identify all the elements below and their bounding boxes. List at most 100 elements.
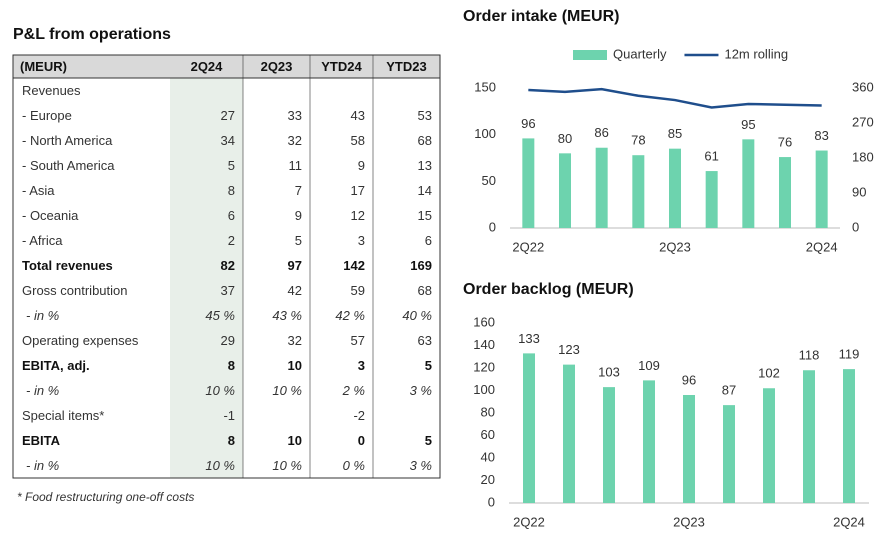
cell: 5 — [295, 233, 302, 248]
y-tick-label: 100 — [473, 382, 495, 397]
cell: 5 — [228, 158, 235, 173]
data-label: 61 — [704, 149, 718, 164]
legend-label: Quarterly — [613, 46, 667, 61]
y-tick-label: 100 — [474, 126, 496, 141]
data-label: 76 — [778, 135, 792, 150]
cell: 169 — [410, 258, 432, 273]
cell: 8 — [228, 183, 235, 198]
cell: -1 — [223, 408, 235, 423]
line — [528, 87, 822, 109]
bar — [563, 364, 575, 503]
cell: 14 — [418, 183, 432, 198]
cell: 68 — [418, 133, 432, 148]
row-label: Operating expenses — [22, 333, 139, 348]
row-label: - in % — [26, 383, 59, 398]
header-cell: 2Q24 — [191, 59, 224, 74]
cell: 97 — [288, 258, 302, 273]
cell: 6 — [425, 233, 432, 248]
cell: 15 — [418, 208, 432, 223]
y-tick-label: 150 — [474, 79, 496, 94]
cell: 45 % — [205, 308, 235, 323]
cell: 33 — [288, 108, 302, 123]
cell: 40 % — [402, 308, 432, 323]
cell: 5 — [425, 358, 432, 373]
x-tick-label: 2Q24 — [806, 239, 838, 254]
cell: 59 — [351, 283, 365, 298]
row-label: - Europe — [22, 108, 72, 123]
y-tick-label: 80 — [481, 404, 495, 419]
y2-tick-label: 270 — [852, 114, 874, 129]
row-label: - in % — [26, 308, 59, 323]
legend-label: 12m rolling — [724, 46, 788, 61]
cell: 10 % — [272, 458, 302, 473]
cell: 63 — [418, 333, 432, 348]
data-label: 95 — [741, 117, 755, 132]
cell: 42 — [288, 283, 302, 298]
highlight-column — [170, 78, 243, 478]
data-label: 103 — [598, 365, 620, 380]
cell: 13 — [418, 158, 432, 173]
data-label: 109 — [638, 358, 660, 373]
y-tick-label: 40 — [481, 449, 495, 464]
cell: 3 — [358, 233, 365, 248]
bar — [803, 370, 815, 503]
y-tick-label: 0 — [488, 494, 495, 509]
cell: 37 — [221, 283, 235, 298]
legend-swatch — [573, 50, 607, 60]
cell: -2 — [353, 408, 365, 423]
cell: 10 — [288, 433, 302, 448]
cell: 34 — [221, 133, 235, 148]
y-tick-label: 20 — [481, 472, 495, 487]
cell: 58 — [351, 133, 365, 148]
row-label: - Oceania — [22, 208, 79, 223]
y2-tick-label: 0 — [852, 219, 859, 234]
y2-tick-label: 90 — [852, 184, 866, 199]
cell: 29 — [221, 333, 235, 348]
data-label: 133 — [518, 331, 540, 346]
cell: 32 — [288, 133, 302, 148]
y-tick-label: 50 — [482, 173, 496, 188]
bar — [603, 387, 615, 503]
bar — [523, 353, 535, 503]
row-label: - in % — [26, 458, 59, 473]
cell: 43 — [351, 108, 365, 123]
data-label: 102 — [758, 366, 780, 381]
cell: 3 % — [410, 383, 432, 398]
cell: 9 — [358, 158, 365, 173]
table-title: P&L from operations — [13, 26, 171, 43]
header-cell: (MEUR) — [20, 59, 67, 74]
header-cell: 2Q23 — [261, 59, 293, 74]
y-tick-label: 0 — [489, 219, 496, 234]
cell: 57 — [351, 333, 365, 348]
data-label: 80 — [558, 131, 572, 146]
row-label: - North America — [22, 133, 113, 148]
data-label: 78 — [631, 133, 645, 148]
cell: 2 % — [342, 383, 365, 398]
data-label: 118 — [799, 348, 820, 363]
cell: 43 % — [272, 308, 302, 323]
cell: 27 — [221, 108, 235, 123]
bar — [815, 150, 828, 228]
cell: 11 — [289, 158, 303, 173]
cell: 10 — [288, 358, 302, 373]
table-border — [12, 54, 441, 479]
cell: 82 — [221, 258, 235, 273]
data-label: 87 — [722, 383, 736, 398]
x-tick-label: 2Q22 — [512, 239, 544, 254]
data-label: 119 — [839, 347, 860, 362]
bar — [643, 380, 655, 503]
cell: 68 — [418, 283, 432, 298]
bar — [843, 369, 855, 503]
bar — [723, 405, 735, 503]
bar — [742, 139, 755, 228]
bar — [559, 153, 571, 228]
y-tick-label: 120 — [473, 359, 495, 374]
bar — [779, 157, 791, 228]
cell: 10 % — [272, 383, 302, 398]
cell: 0 % — [343, 458, 365, 473]
cell: 42 % — [335, 308, 365, 323]
cell: 5 — [425, 433, 432, 448]
y2-tick-label: 180 — [852, 149, 874, 164]
bar — [522, 138, 535, 228]
